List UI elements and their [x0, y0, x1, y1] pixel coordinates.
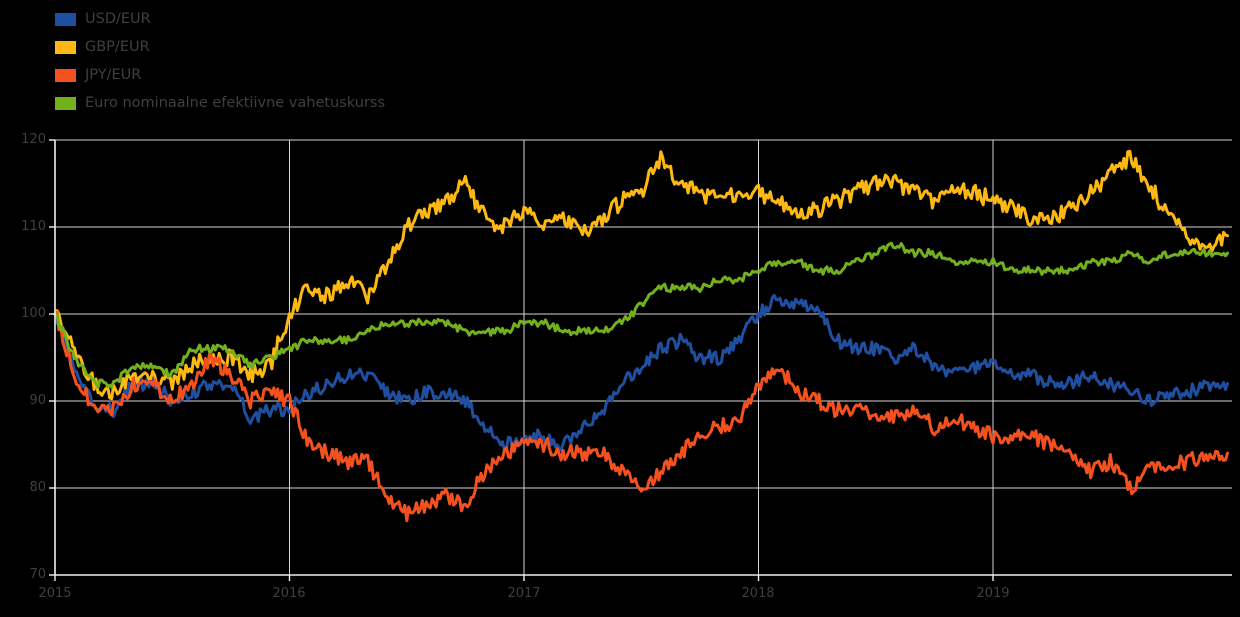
legend-label: USD/EUR: [85, 11, 151, 27]
y-tick-label: 70: [29, 567, 46, 582]
x-tick-label: 2016: [272, 586, 306, 601]
series-line-euro-neer: [53, 241, 1229, 389]
legend-label: Euro nominaalne efektiivne vahetuskurss: [85, 95, 386, 111]
legend-swatch: [55, 96, 76, 110]
y-tick-label: 80: [29, 480, 46, 495]
x-tick-label: 2019: [976, 586, 1010, 601]
legend-item: JPY/EUR: [55, 61, 385, 89]
legend-item: Euro nominaalne efektiivne vahetuskurss: [55, 89, 385, 117]
legend: USD/EUR GBP/EUR JPY/EUR Euro nominaalne …: [55, 5, 385, 117]
y-tick-label: 100: [21, 306, 46, 321]
legend-swatch: [55, 68, 76, 82]
series-line-gbp-eur: [53, 149, 1229, 401]
x-tick-label: 2018: [741, 586, 775, 601]
legend-item: GBP/EUR: [55, 33, 385, 61]
legend-swatch: [55, 40, 76, 54]
legend-label: JPY/EUR: [85, 67, 142, 83]
legend-item: USD/EUR: [55, 5, 385, 33]
y-tick-label: 110: [21, 219, 46, 234]
legend-label: GBP/EUR: [85, 39, 150, 55]
y-tick-label: 90: [29, 393, 46, 408]
x-tick-label: 2015: [38, 586, 72, 601]
series-line-jpy-eur: [53, 310, 1229, 523]
y-tick-label: 120: [21, 132, 46, 147]
legend-swatch: [55, 12, 76, 26]
series-line-usd-eur: [53, 293, 1229, 453]
x-tick-label: 2017: [507, 586, 541, 601]
